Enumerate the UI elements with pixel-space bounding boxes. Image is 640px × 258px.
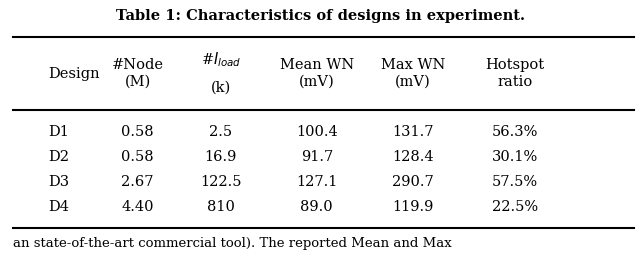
- Text: #Node
(M): #Node (M): [111, 58, 164, 89]
- Text: Design: Design: [48, 67, 100, 80]
- Text: D3: D3: [48, 175, 69, 189]
- Text: Mean WN
(mV): Mean WN (mV): [280, 58, 354, 89]
- Text: 122.5: 122.5: [200, 175, 241, 189]
- Text: an state-of-the-art commercial tool). The reported Mean and Max: an state-of-the-art commercial tool). Th…: [13, 237, 452, 250]
- Text: 4.40: 4.40: [122, 200, 154, 214]
- Text: Max WN
(mV): Max WN (mV): [381, 58, 445, 89]
- Text: (k): (k): [211, 81, 231, 95]
- Text: 810: 810: [207, 200, 235, 214]
- Text: Hotspot
ratio: Hotspot ratio: [486, 58, 545, 89]
- Text: 22.5%: 22.5%: [492, 200, 538, 214]
- Text: 56.3%: 56.3%: [492, 125, 538, 139]
- Text: 290.7: 290.7: [392, 175, 434, 189]
- Text: 0.58: 0.58: [122, 125, 154, 139]
- Text: 119.9: 119.9: [392, 200, 433, 214]
- Text: #$I_{load}$: #$I_{load}$: [200, 50, 241, 69]
- Text: 30.1%: 30.1%: [492, 150, 538, 164]
- Text: 0.58: 0.58: [122, 150, 154, 164]
- Text: 57.5%: 57.5%: [492, 175, 538, 189]
- Text: 128.4: 128.4: [392, 150, 434, 164]
- Text: 16.9: 16.9: [205, 150, 237, 164]
- Text: Table 1: Characteristics of designs in experiment.: Table 1: Characteristics of designs in e…: [115, 9, 525, 23]
- Text: D1: D1: [48, 125, 69, 139]
- Text: 89.0: 89.0: [301, 200, 333, 214]
- Text: 100.4: 100.4: [296, 125, 338, 139]
- Text: 131.7: 131.7: [392, 125, 433, 139]
- Text: D2: D2: [48, 150, 69, 164]
- Text: 91.7: 91.7: [301, 150, 333, 164]
- Text: 2.67: 2.67: [122, 175, 154, 189]
- Text: D4: D4: [48, 200, 69, 214]
- Text: 2.5: 2.5: [209, 125, 232, 139]
- Text: 127.1: 127.1: [296, 175, 337, 189]
